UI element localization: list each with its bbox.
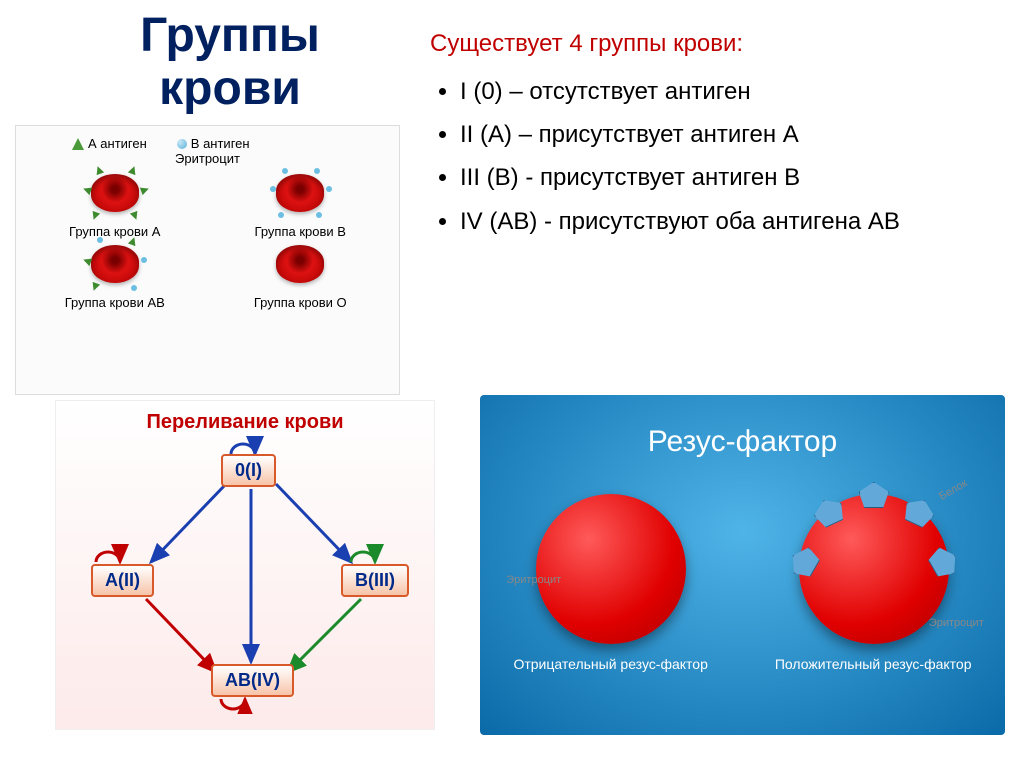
groups-list: I (0) – отсутствует антиген II (А) – при… [430, 70, 900, 243]
transfusion-panel: Переливание крови [55, 400, 435, 730]
transfusion-title: Переливание крови [66, 411, 424, 434]
cell-o: Группа крови О [208, 239, 394, 310]
cell-b: Группа крови В [208, 168, 394, 239]
legend-a: А антиген [72, 136, 147, 151]
rh-negative-sphere [536, 494, 686, 644]
node-ab: AB(IV) [211, 664, 294, 697]
rhesus-title: Резус-фактор [480, 395, 1005, 459]
legend-b: В антиген [177, 136, 250, 151]
erythrocyte-label: Эритроцит [22, 151, 393, 166]
node-a: A(II) [91, 564, 154, 597]
slide: Группы крови Существует 4 группы крови: … [0, 0, 1024, 767]
protein-label: Белок [937, 477, 969, 503]
node-b: B(III) [341, 564, 409, 597]
list-item: IV (АВ) - присутствуют оба антигена АВ [460, 200, 900, 243]
node-0: 0(I) [221, 454, 276, 487]
antigen-b-icon [177, 139, 187, 149]
list-item: I (0) – отсутствует антиген [460, 70, 900, 113]
rhesus-panel: Резус-фактор Эритроцит Белок Эритроцит О… [480, 395, 1005, 735]
ery-label-pos: Эритроцит [929, 617, 984, 629]
rh-positive-sphere [799, 494, 949, 644]
list-item: III (В) - присутствует антиген В [460, 156, 900, 199]
cell-a: Группа крови А [22, 168, 208, 239]
rh-neg-caption: Отрицательный резус-фактор [513, 656, 707, 672]
list-item: II (А) – присутствует антиген А [460, 113, 900, 156]
main-title: Группы крови [90, 10, 370, 116]
cell-ab: Группа крови АВ [22, 239, 208, 310]
intro-text: Существует 4 группы крови: [430, 30, 743, 58]
rh-pos-caption: Положительный резус-фактор [775, 656, 972, 672]
antigen-a-icon [72, 138, 84, 150]
ery-label-neg: Эритроцит [506, 574, 561, 586]
cells-panel: А антиген В антиген Эритроцит Группа кро… [15, 125, 400, 395]
